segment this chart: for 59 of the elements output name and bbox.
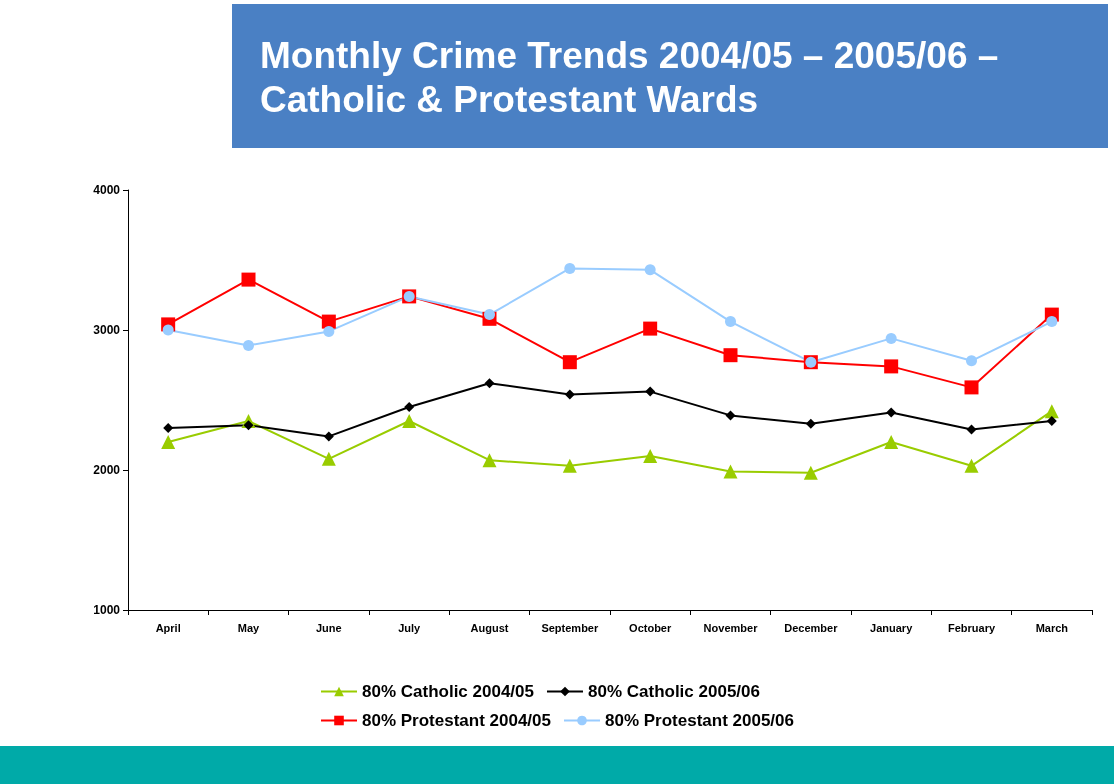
point — [803, 465, 818, 480]
x-tick-label: August — [470, 621, 509, 634]
point — [402, 414, 417, 428]
point — [723, 348, 738, 363]
point — [484, 378, 495, 389]
x-tick-label: July — [398, 621, 422, 634]
point — [645, 386, 656, 397]
point — [243, 339, 254, 351]
point — [725, 316, 736, 328]
point — [162, 324, 174, 336]
point — [964, 380, 979, 395]
point — [321, 451, 336, 466]
point — [243, 420, 254, 431]
x-tick-label: December — [784, 621, 839, 634]
point — [1046, 316, 1058, 328]
point — [885, 332, 897, 344]
point — [884, 435, 899, 449]
x-tick-label: September — [541, 621, 599, 634]
y-tick-label: 1000 — [93, 603, 121, 617]
point — [323, 431, 334, 442]
x-tick-label: June — [315, 621, 342, 634]
y-tick-label: 4000 — [93, 183, 121, 197]
point — [161, 435, 176, 449]
point — [163, 423, 174, 433]
point — [564, 262, 576, 274]
point — [725, 410, 736, 421]
legend-label: 80% Protestant 2004/05 — [362, 711, 552, 730]
point — [564, 389, 575, 400]
y-tick-label: 2000 — [93, 463, 121, 477]
x-tick-label: October — [629, 621, 672, 634]
legend-label: 80% Catholic 2004/05 — [362, 682, 534, 701]
point — [323, 325, 335, 337]
point — [964, 458, 979, 473]
point — [644, 264, 656, 276]
legend-label: 80% Protestant 2005/06 — [605, 711, 794, 730]
point — [484, 309, 495, 321]
y-tick-label: 3000 — [93, 323, 121, 337]
x-tick-label: November — [703, 621, 759, 634]
x-tick-label: January — [870, 621, 914, 634]
point — [643, 449, 658, 463]
chart-title: Monthly Crime Trends 2004/05 – 2005/06 – Catholic & Protestant Wards — [232, 4, 1108, 148]
point — [884, 359, 899, 374]
x-tick-label: April — [155, 621, 181, 634]
point — [404, 402, 415, 412]
point — [241, 272, 256, 287]
point — [643, 321, 658, 336]
x-tick-label: May — [237, 621, 261, 634]
x-tick-label: February — [947, 621, 996, 634]
point — [805, 418, 816, 429]
x-tick-label: March — [1035, 621, 1069, 634]
point — [966, 424, 977, 435]
point — [482, 453, 497, 468]
point — [723, 464, 738, 479]
legend-label: 80% Catholic 2005/06 — [587, 682, 760, 701]
point — [1046, 416, 1057, 426]
point — [562, 355, 577, 370]
point — [562, 458, 577, 473]
point — [966, 355, 977, 367]
point — [886, 407, 897, 418]
